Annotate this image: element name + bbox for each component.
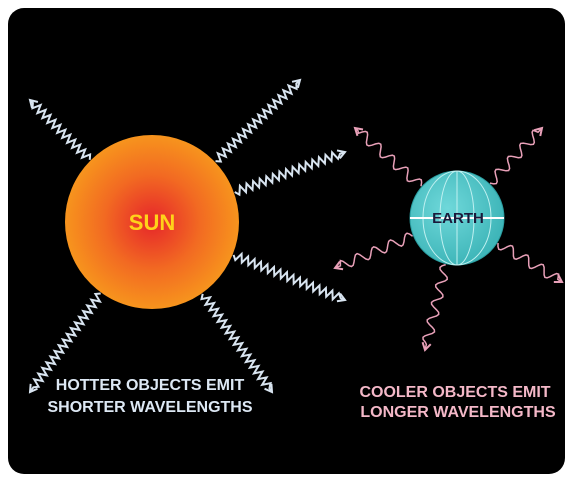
- cool-caption: LONGER WAVELENGTHS: [360, 404, 556, 421]
- cool-caption: COOLER OBJECTS EMIT: [359, 384, 550, 401]
- hot-caption: SHORTER WAVELENGTHS: [47, 399, 252, 416]
- sun-label: SUN: [129, 210, 175, 235]
- hot-caption: HOTTER OBJECTS EMIT: [56, 377, 245, 394]
- page: SUN EARTH HOTTER OBJECTS EMIT SHORTER WA…: [0, 0, 573, 482]
- diagram: SUN EARTH HOTTER OBJECTS EMIT SHORTER WA…: [0, 0, 573, 482]
- earth-label: EARTH: [432, 210, 484, 227]
